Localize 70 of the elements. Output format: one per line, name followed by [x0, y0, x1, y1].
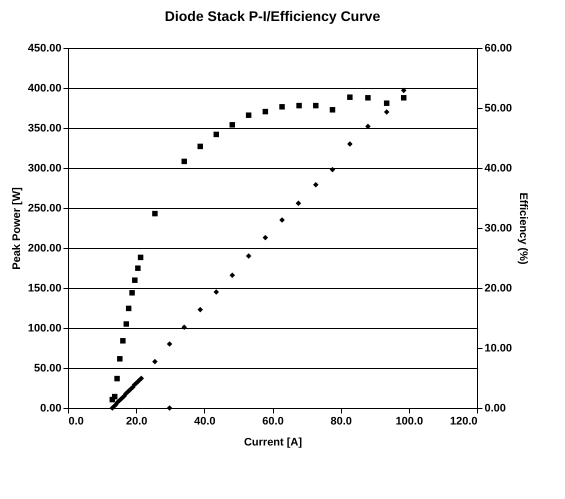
x-tick-label: 0.0 — [68, 416, 84, 428]
y-tick-label: 0.00 — [40, 402, 62, 414]
point — [135, 265, 141, 271]
point — [114, 376, 120, 382]
point — [117, 356, 123, 362]
y-tick-label: 400.00 — [28, 82, 62, 94]
y-tick-label: 350.00 — [28, 122, 62, 134]
y2-tick-label: 60.00 — [484, 42, 512, 54]
point — [152, 358, 158, 364]
point — [214, 289, 219, 295]
y-axis-title: Peak Power [W] — [10, 186, 23, 270]
point — [262, 234, 268, 240]
point — [279, 104, 285, 110]
y2-tick-label: 30.00 — [484, 222, 512, 234]
point — [230, 272, 236, 278]
chart-title: Diode Stack P-I/Efficiency Curve — [164, 8, 380, 24]
point — [126, 306, 132, 312]
point — [132, 277, 138, 283]
point — [262, 108, 268, 114]
y2-tick-label: 40.00 — [484, 162, 512, 174]
y-tick-label: 250.00 — [28, 202, 62, 214]
point — [384, 100, 390, 106]
point — [365, 124, 371, 130]
x-axis-title: Current [A] — [244, 436, 302, 448]
point — [198, 144, 203, 150]
point — [347, 94, 353, 100]
point — [124, 321, 130, 327]
y-tick-label: 300.00 — [28, 162, 62, 174]
point — [166, 405, 172, 411]
y2-axis-title: Efficiency (%) — [517, 192, 530, 265]
point — [330, 166, 336, 172]
point — [347, 141, 353, 147]
point — [230, 122, 236, 128]
point — [181, 158, 187, 164]
y2-tick-label: 20.00 — [484, 282, 512, 294]
point — [198, 306, 203, 312]
point — [296, 102, 302, 108]
y-tick-label: 150.00 — [28, 282, 62, 294]
point — [214, 132, 219, 138]
point — [365, 95, 371, 101]
point — [313, 182, 319, 188]
x-tick-label: 80.0 — [330, 416, 352, 428]
y-tick-label: 450.00 — [28, 42, 62, 54]
point — [313, 102, 319, 108]
point — [138, 254, 144, 260]
y2-tick-label: 50.00 — [484, 102, 512, 114]
x-tick-label: 60.0 — [262, 416, 284, 428]
point — [246, 253, 252, 259]
point — [120, 338, 126, 344]
y-tick-label: 200.00 — [28, 242, 62, 254]
y-tick-label: 100.00 — [28, 322, 62, 334]
point — [181, 324, 187, 330]
y-tick-label: 50.00 — [34, 362, 62, 374]
y2-tick-label: 10.00 — [484, 342, 512, 354]
point — [129, 290, 135, 296]
point — [400, 88, 406, 94]
point — [400, 95, 406, 101]
point — [166, 341, 172, 347]
point — [112, 394, 118, 400]
point — [296, 200, 302, 206]
point — [384, 109, 390, 115]
x-tick-label: 40.0 — [194, 416, 216, 428]
x-tick-label: 20.0 — [126, 416, 148, 428]
point — [330, 107, 336, 113]
point — [152, 210, 158, 216]
x-tick-label: 100.0 — [396, 416, 424, 428]
x-tick-label: 120.0 — [450, 416, 478, 428]
point — [246, 112, 252, 118]
y2-tick-label: 0.00 — [484, 402, 506, 414]
point — [279, 217, 285, 223]
